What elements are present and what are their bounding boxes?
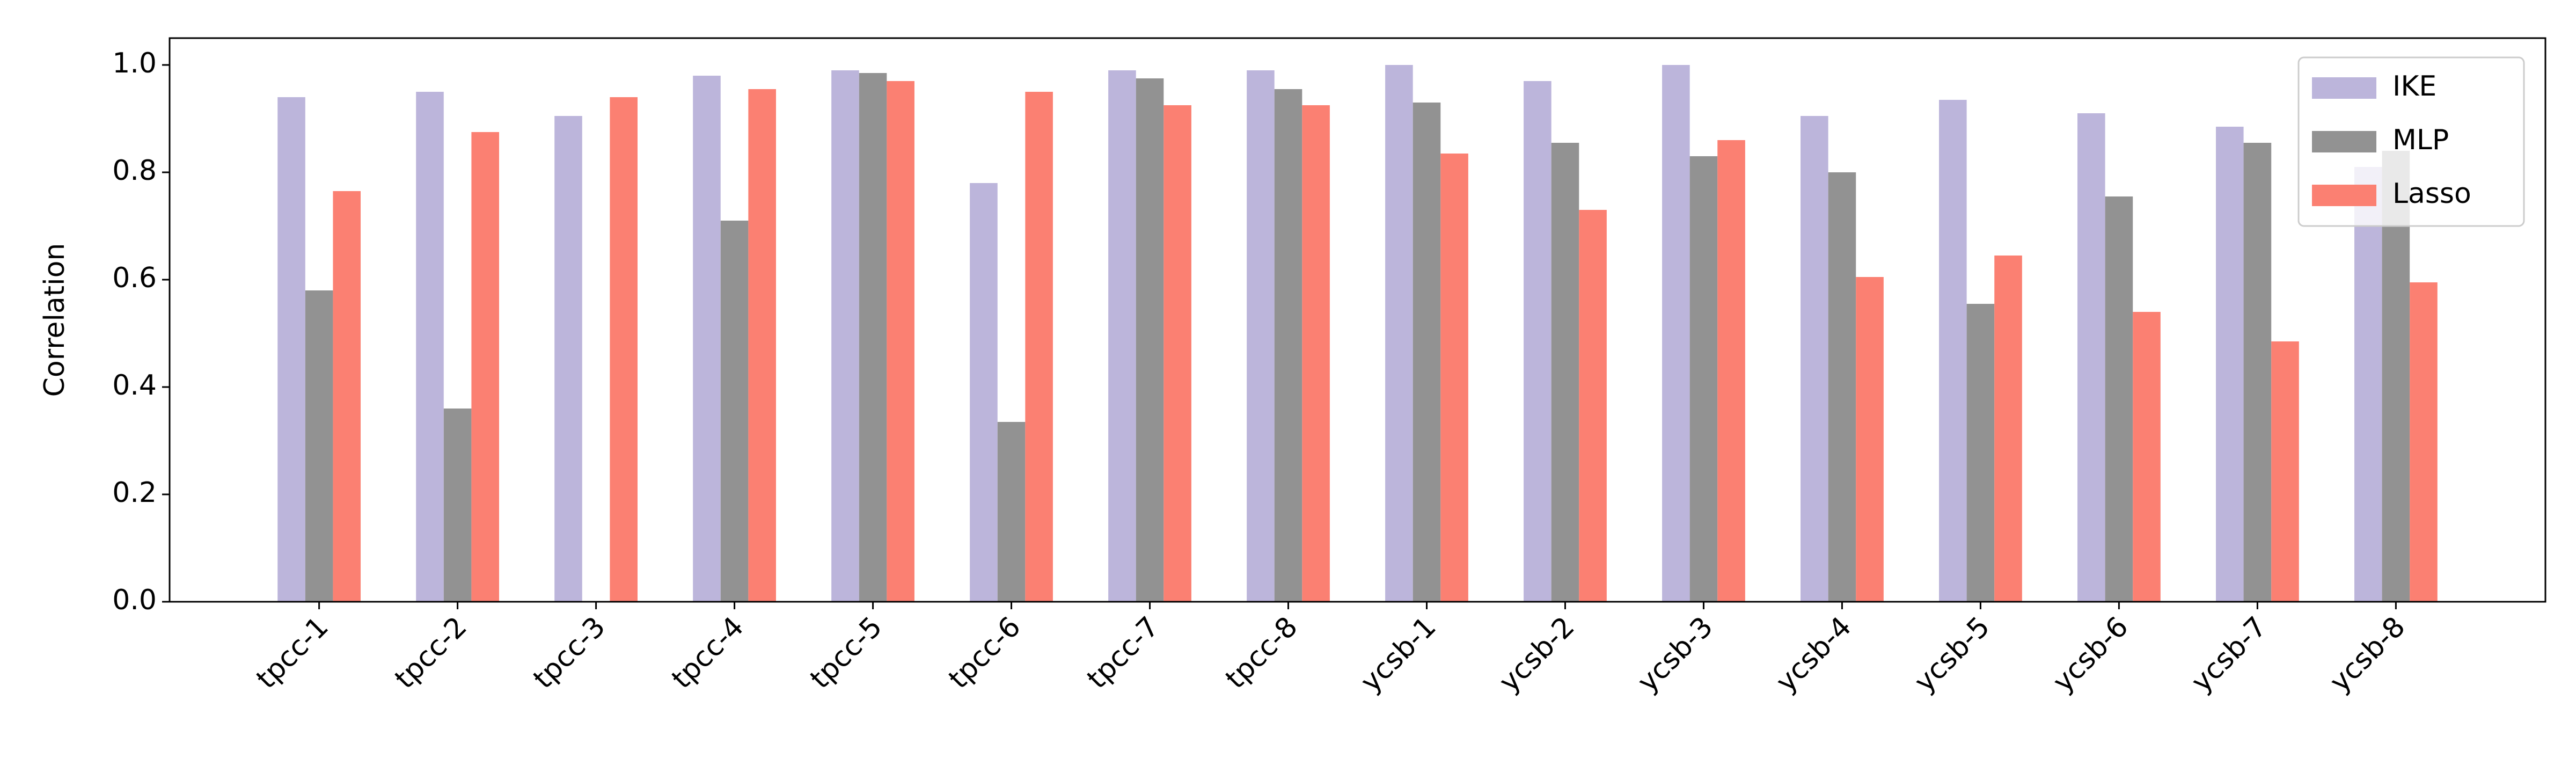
x-tick-label: ycsb-2 [1493, 611, 1581, 699]
y-tick-label: 0.4 [112, 369, 157, 402]
bar [2271, 341, 2299, 602]
bar [748, 89, 776, 602]
bar [997, 422, 1026, 602]
x-tick-label: tpcc-1 [250, 611, 334, 695]
legend-swatch [2312, 77, 2376, 99]
bar [859, 73, 887, 602]
y-tick-label: 1.0 [112, 47, 157, 79]
x-tick-label: ycsb-4 [1770, 611, 1858, 699]
y-axis-label: Correlation [39, 243, 71, 397]
bar [720, 221, 749, 602]
bar [1413, 103, 1441, 602]
legend-label: IKE [2392, 70, 2436, 103]
bar [1163, 105, 1191, 602]
bar [1689, 156, 1718, 602]
legend-label: MLP [2392, 124, 2449, 156]
legend-label: Lasso [2392, 178, 2471, 210]
bar [1274, 89, 1302, 602]
bar [416, 92, 444, 602]
bar [333, 191, 361, 602]
bar [2077, 113, 2105, 602]
x-tick-label: ycsb-1 [1355, 611, 1443, 699]
bar [610, 97, 638, 602]
legend-swatch [2312, 131, 2376, 152]
bar [1108, 70, 1136, 602]
bar [1524, 81, 1552, 602]
plot-frame [169, 37, 2546, 603]
bar [1966, 304, 1995, 602]
bar [2215, 127, 2244, 602]
x-tick-label: ycsb-6 [2047, 611, 2135, 699]
y-tick-label: 0.0 [112, 584, 157, 616]
x-tick-label: ycsb-3 [1631, 611, 1719, 699]
bar [1440, 154, 1468, 602]
bar [1828, 172, 1856, 602]
bar [1801, 116, 1828, 602]
bar [1939, 100, 1967, 602]
bar [693, 76, 721, 602]
bar [970, 183, 998, 602]
bar [277, 97, 305, 602]
bar [2354, 167, 2382, 602]
bar [887, 81, 914, 602]
y-tick-label: 0.2 [112, 477, 157, 509]
bar [1994, 256, 2022, 602]
x-tick-label: tpcc-2 [389, 611, 473, 695]
x-tick-label: tpcc-4 [665, 611, 750, 695]
x-tick-label: ycsb-8 [2324, 611, 2412, 699]
bar [1302, 105, 1330, 602]
x-tick-label: ycsb-5 [1908, 611, 1996, 699]
bar [1247, 70, 1275, 602]
bar [1136, 78, 1164, 602]
x-tick-label: tpcc-6 [942, 611, 1027, 695]
x-tick-label: tpcc-5 [804, 611, 888, 695]
bar [2105, 196, 2133, 602]
bar [443, 409, 472, 602]
bar [2410, 282, 2438, 602]
y-tick-label: 0.6 [112, 262, 157, 294]
bar [1579, 210, 1607, 602]
x-tick-label: tpcc-8 [1219, 611, 1304, 695]
bar [554, 116, 582, 602]
bar [2133, 312, 2161, 602]
legend-box [2297, 56, 2525, 227]
bar [831, 70, 859, 602]
bar [1385, 65, 1413, 602]
bar [1856, 277, 1884, 602]
x-tick-label: ycsb-7 [2185, 611, 2273, 699]
bar [1662, 65, 1690, 602]
bar [1025, 92, 1053, 602]
bar [471, 132, 500, 602]
legend-swatch [2312, 185, 2376, 206]
x-tick-label: tpcc-7 [1081, 611, 1165, 695]
y-tick-label: 0.8 [112, 155, 157, 187]
bar [305, 290, 333, 602]
bar [2243, 143, 2272, 602]
bar [1717, 140, 1745, 602]
bar [1551, 143, 1579, 602]
x-tick-label: tpcc-3 [527, 611, 611, 695]
